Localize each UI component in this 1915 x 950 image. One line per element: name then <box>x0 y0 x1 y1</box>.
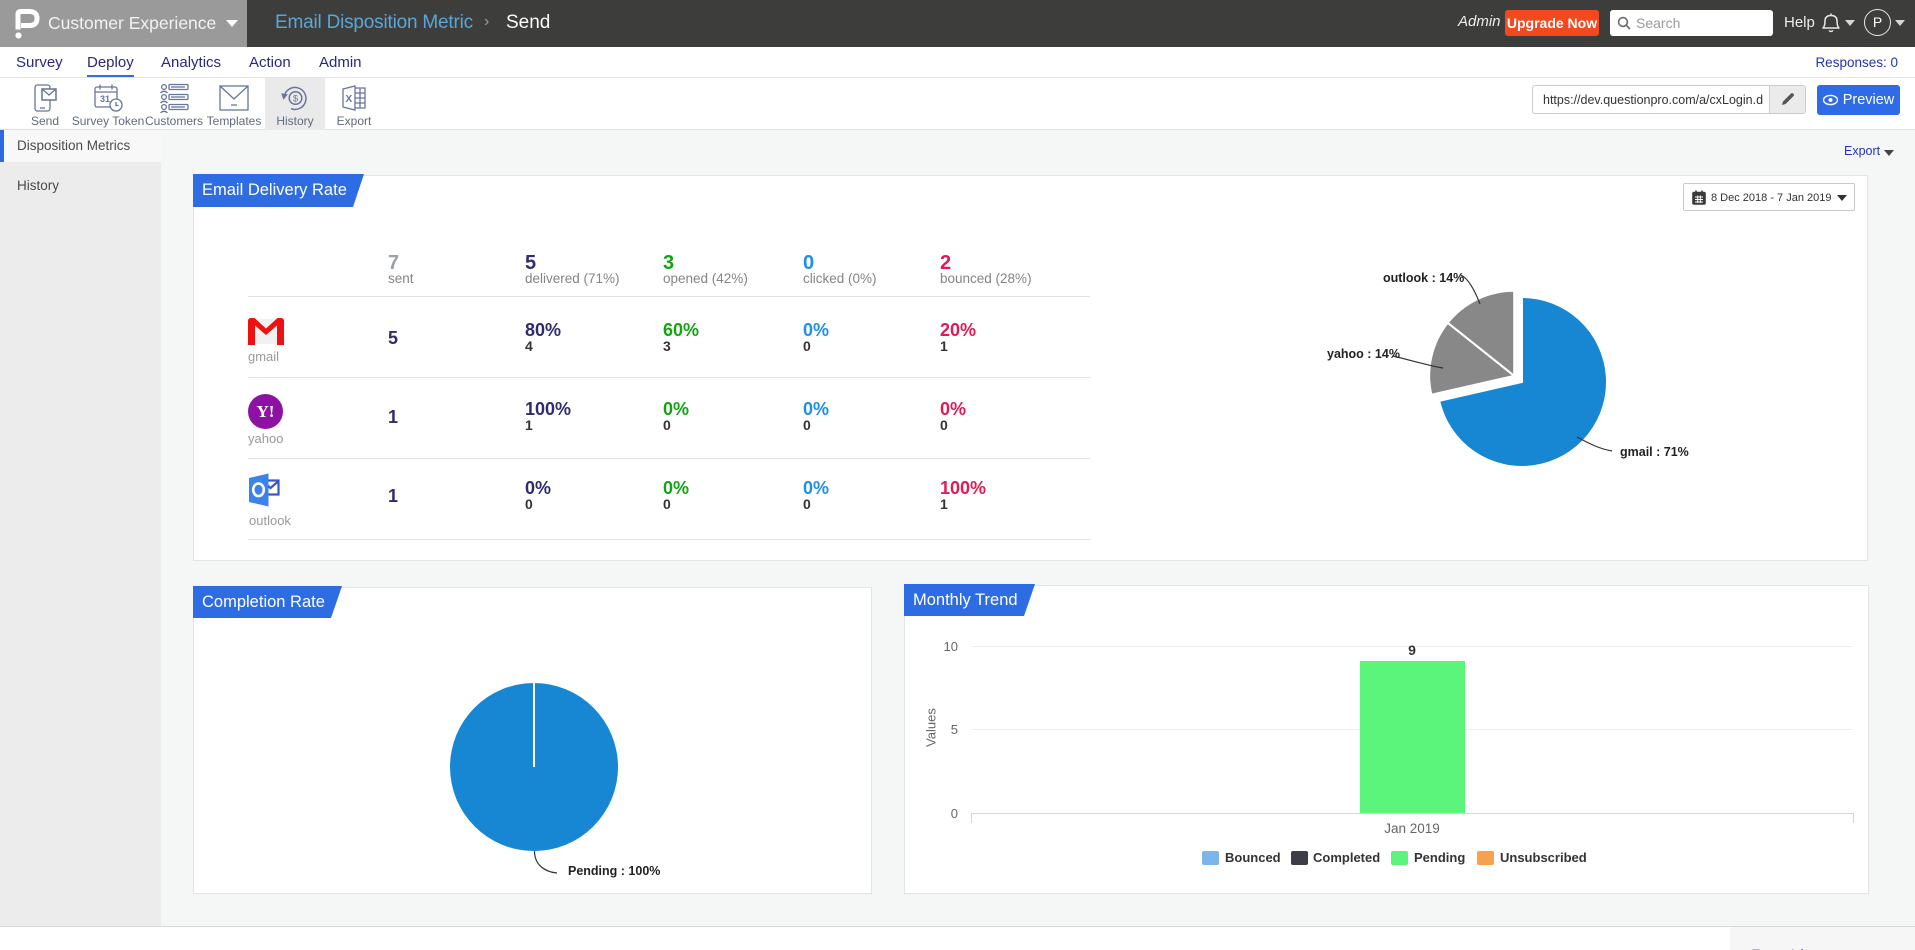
svg-text:31: 31 <box>100 94 110 104</box>
svg-text:$: $ <box>293 93 298 103</box>
svg-text:X: X <box>346 94 353 105</box>
